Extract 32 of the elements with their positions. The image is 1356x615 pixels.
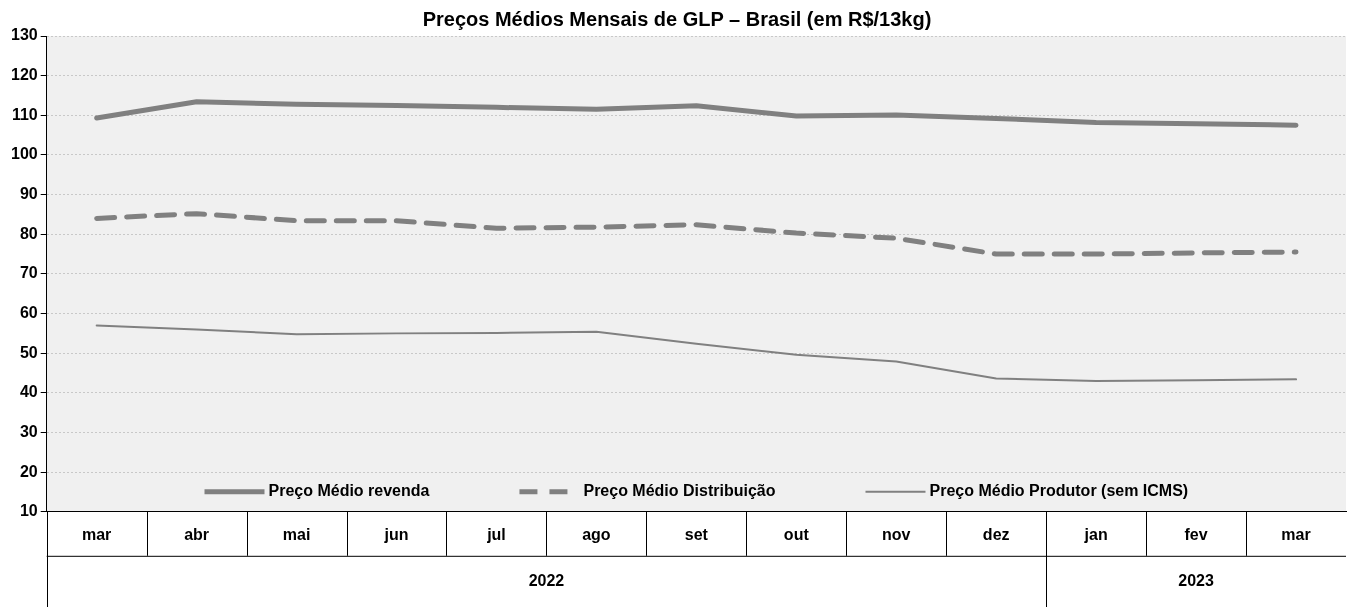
y-tick-label: 70 <box>19 264 38 282</box>
x-tick-label: jun <box>383 525 409 543</box>
legend-label: Preço Médio Distribuição <box>583 482 776 500</box>
x-tick-label: fev <box>1184 525 1208 543</box>
y-tick-label: 20 <box>19 462 38 480</box>
y-tick-label: 10 <box>19 502 38 520</box>
y-tick-label: 60 <box>19 303 38 321</box>
legend-label: Preço Médio revenda <box>268 482 430 500</box>
y-tick-label: 30 <box>19 422 38 440</box>
y-tick-label: 90 <box>19 185 38 203</box>
x-tick-label: ago <box>582 525 611 543</box>
y-tick-label: 130 <box>10 26 38 44</box>
chart-title: Preços Médios Mensais de GLP – Brasil (em R$/13kg) <box>422 7 932 30</box>
legend-label: Preço Médio Produtor (sem ICMS) <box>929 482 1189 500</box>
x-tick-label: mar <box>81 525 112 543</box>
text: 2022 <box>528 571 565 589</box>
y-tick-label: 110 <box>11 105 38 123</box>
x-tick-label: out <box>783 525 810 543</box>
y-tick-label: 120 <box>10 66 38 84</box>
x-tick-label: abr <box>184 525 210 543</box>
x-tick-label: jul <box>486 525 506 543</box>
x-tick-label: jan <box>1083 525 1108 543</box>
x-tick-label: dez <box>982 525 1010 543</box>
x-tick-label: mar <box>1281 525 1311 543</box>
x-tick-label: set <box>684 525 709 543</box>
y-tick-label: 80 <box>19 224 38 242</box>
y-tick-label: 100 <box>10 145 38 163</box>
x-tick-label: mai <box>282 525 311 543</box>
text: 2023 <box>1178 571 1214 589</box>
y-tick-label: 50 <box>19 343 38 361</box>
y-tick-label: 40 <box>19 383 38 401</box>
x-tick-label: nov <box>882 525 911 543</box>
